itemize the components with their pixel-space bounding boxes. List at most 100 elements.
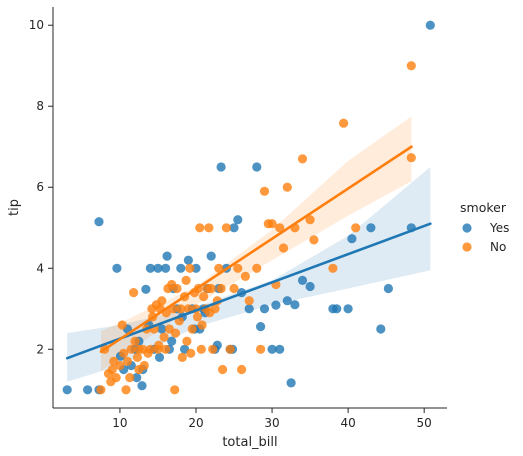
- data-point-no: [107, 364, 117, 375]
- legend-label-no: No: [490, 240, 506, 254]
- data-point-no: [328, 263, 338, 273]
- legend-title: smoker: [460, 200, 507, 215]
- regression-line-yes: [65, 222, 432, 360]
- data-point-no: [195, 223, 205, 233]
- legend: smoker Yes No: [460, 200, 509, 254]
- data-point-yes: [343, 304, 353, 314]
- data-point-no: [106, 377, 116, 387]
- data-point-yes: [259, 304, 270, 314]
- data-point-yes: [366, 223, 376, 233]
- data-point-no: [233, 263, 243, 273]
- legend-marker-no: [462, 242, 472, 252]
- data-point-no: [206, 283, 216, 294]
- data-point-no: [129, 288, 139, 298]
- data-point-no: [122, 356, 133, 366]
- data-point-yes: [206, 251, 216, 261]
- data-point-no: [167, 279, 177, 290]
- regression-line-no: [99, 145, 413, 353]
- data-point-no: [216, 283, 226, 294]
- data-point-no: [109, 356, 119, 366]
- data-point-no: [205, 308, 215, 318]
- data-point-yes: [244, 304, 254, 314]
- data-point-yes: [275, 344, 285, 354]
- data-point-no: [218, 364, 228, 375]
- x-tick-label: 10: [112, 416, 127, 430]
- ticks: 10 20 30 40 50 2 4 6 8 10: [29, 18, 432, 430]
- data-point-no: [240, 271, 250, 281]
- x-tick-label: 50: [417, 416, 432, 430]
- data-point-no: [126, 344, 136, 354]
- data-point-no: [204, 223, 214, 233]
- data-point-yes: [256, 322, 266, 332]
- scatter-points: [62, 20, 435, 395]
- data-point-no: [96, 385, 106, 395]
- data-point-no: [309, 235, 319, 245]
- data-point-no: [177, 352, 187, 362]
- data-point-yes: [141, 284, 151, 294]
- x-axis-label: total_bill: [222, 435, 277, 450]
- data-point-no: [221, 223, 231, 233]
- data-point-yes: [286, 378, 296, 388]
- data-point-no: [186, 348, 196, 358]
- data-point-yes: [229, 223, 239, 233]
- data-point-no: [119, 348, 129, 358]
- data-point-yes: [332, 304, 342, 314]
- data-point-no: [182, 336, 192, 346]
- data-point-no: [187, 324, 197, 334]
- data-point-no: [176, 304, 186, 314]
- data-point-no: [229, 283, 239, 294]
- data-point-no: [159, 332, 169, 342]
- data-point-no: [406, 153, 416, 163]
- data-point-no: [130, 336, 140, 346]
- data-point-yes: [167, 336, 177, 346]
- confidence-bands: [67, 116, 431, 382]
- data-point-yes: [252, 162, 262, 172]
- data-point-no: [161, 344, 171, 354]
- regression-lines: [65, 145, 432, 360]
- data-point-no: [275, 223, 285, 233]
- data-point-no: [192, 312, 203, 322]
- data-point-yes: [271, 300, 281, 310]
- data-point-no: [256, 344, 266, 354]
- data-point-no: [125, 373, 135, 383]
- data-point-yes: [137, 381, 147, 391]
- y-axis-label: tip: [7, 199, 22, 216]
- data-point-no: [185, 263, 195, 273]
- data-point-yes: [176, 263, 186, 273]
- data-point-yes: [183, 255, 193, 265]
- data-point-no: [252, 263, 262, 273]
- data-point-no: [282, 182, 292, 192]
- x-tick-label: 20: [188, 416, 203, 430]
- data-point-yes: [162, 251, 172, 261]
- data-point-no: [259, 186, 270, 196]
- x-tick-label: 30: [264, 416, 279, 430]
- data-point-no: [278, 243, 289, 253]
- y-tick-label: 2: [36, 342, 44, 356]
- data-point-no: [170, 385, 180, 395]
- data-point-yes: [112, 263, 122, 273]
- data-point-yes: [153, 263, 163, 273]
- data-point-no: [208, 344, 218, 354]
- data-point-no: [237, 364, 247, 375]
- data-point-yes: [282, 296, 292, 306]
- data-point-no: [199, 292, 209, 302]
- data-point-no: [339, 118, 349, 128]
- data-point-yes: [145, 263, 155, 273]
- legend-marker-yes: [462, 223, 472, 233]
- data-point-yes: [297, 275, 308, 285]
- data-point-no: [214, 263, 224, 273]
- data-point-yes: [233, 215, 243, 225]
- axes: [52, 7, 447, 409]
- data-point-yes: [94, 217, 104, 227]
- data-point-no: [196, 344, 206, 354]
- data-point-no: [181, 275, 191, 285]
- data-point-no: [351, 223, 361, 233]
- data-point-no: [154, 340, 164, 350]
- data-point-yes: [157, 324, 167, 334]
- data-point-yes: [425, 20, 435, 30]
- data-point-yes: [216, 162, 226, 172]
- data-point-yes: [132, 373, 142, 383]
- data-point-no: [121, 385, 131, 395]
- data-point-no: [134, 344, 144, 354]
